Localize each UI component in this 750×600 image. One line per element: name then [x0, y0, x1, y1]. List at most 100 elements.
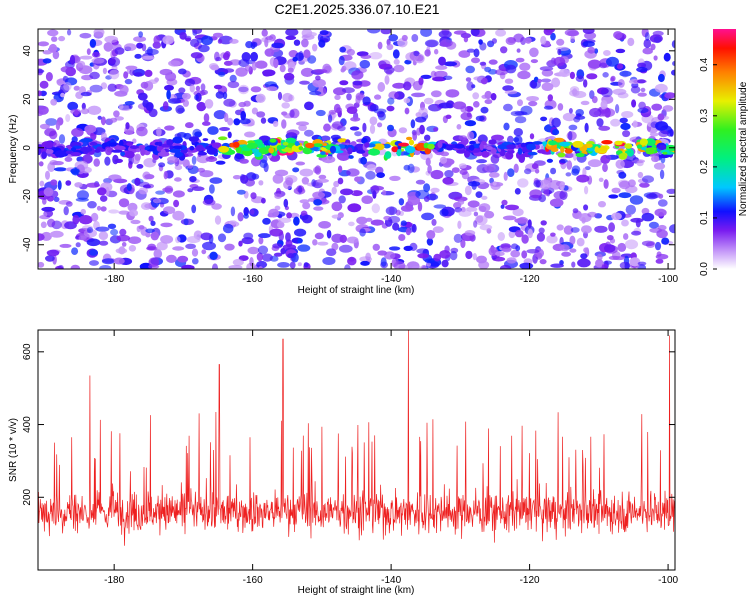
heatmap-blob [624, 239, 639, 250]
heatmap-blob [215, 56, 222, 62]
heatmap-blob [87, 227, 93, 234]
heatmap-blob [529, 47, 539, 58]
heatmap-blob [440, 39, 453, 47]
heatmap-blob [213, 110, 227, 120]
heatmap-blob [651, 103, 663, 111]
heatmap-signal-blob [456, 149, 466, 154]
heatmap-blob [200, 232, 213, 241]
heatmap-blob [488, 59, 498, 65]
heatmap-blob [611, 212, 622, 221]
colorbar-ticks: 0.0 0.1 0.2 0.3 0.4 [699, 57, 717, 276]
heatmap-blob [413, 50, 420, 57]
heatmap-frame [37, 28, 676, 270]
snr-x-tick-label: -120 [520, 575, 540, 586]
heatmap-blob [63, 82, 72, 91]
heatmap-blob [160, 235, 174, 244]
heatmap-blob [583, 79, 588, 88]
heatmap-blob [57, 180, 62, 191]
heatmap-blob [352, 80, 363, 86]
heatmap-signal-blob [406, 136, 413, 141]
heatmap-blob [166, 254, 177, 263]
heatmap-blob [454, 196, 468, 202]
heatmap-blob [433, 204, 447, 209]
heatmap-blob [392, 82, 406, 89]
heatmap-signal-blob [156, 145, 163, 152]
heatmap-blob [491, 38, 497, 44]
heatmap-blob [229, 38, 239, 44]
heatmap-blob [50, 98, 58, 106]
heatmap-blob [589, 107, 602, 118]
heatmap-signal-blob [211, 142, 222, 149]
heatmap-blob [507, 168, 515, 178]
heatmap-blob [75, 242, 81, 248]
heatmap-blob [168, 60, 181, 67]
heatmap-blob [438, 56, 446, 66]
heatmap-blob [189, 176, 197, 183]
heatmap-blob [243, 232, 254, 240]
heatmap-blob [160, 222, 173, 228]
heatmap-signal-blob [488, 139, 497, 145]
heatmap-blob [228, 265, 243, 269]
heatmap-blob [84, 124, 97, 134]
heatmap-blob [505, 204, 519, 211]
heatmap-blob [281, 119, 287, 129]
heatmap-blob [580, 100, 590, 106]
heatmap-signal-blob [532, 141, 543, 145]
heatmap-blob [80, 91, 92, 97]
heatmap-blob [102, 67, 107, 75]
heatmap-blob [507, 135, 514, 144]
heatmap-blob [495, 251, 505, 257]
heatmap-blob [591, 96, 598, 104]
heatmap-blob [105, 186, 110, 197]
heatmap-blob [464, 120, 477, 127]
heatmap-signal-blob [662, 151, 668, 155]
heatmap-blob [346, 236, 359, 244]
heatmap-blob [438, 102, 453, 109]
heatmap-blob [415, 179, 426, 185]
heatmap-blob [45, 118, 58, 126]
heatmap-blob [424, 49, 431, 57]
heatmap-blob [467, 200, 480, 208]
heatmap-blob [616, 63, 624, 70]
heatmap-blob [114, 47, 125, 55]
heatmap-blob [354, 131, 362, 137]
heatmap-blob [659, 169, 665, 180]
heatmap-signal-blob [507, 149, 515, 154]
heatmap-blob [72, 214, 80, 225]
heatmap-blob [279, 64, 286, 73]
heatmap-blob [200, 89, 209, 95]
heatmap-blob [558, 68, 571, 78]
heatmap-blob [557, 48, 562, 56]
heatmap-signal-blob [383, 143, 391, 149]
heatmap-blob [663, 52, 671, 62]
heatmap-blob [93, 158, 100, 167]
heatmap-blob [631, 99, 637, 108]
heatmap-signal-blob [618, 153, 628, 160]
heatmap-blob [277, 91, 283, 101]
heatmap-blob [250, 86, 262, 93]
heatmap-x-tick-label: -100 [658, 274, 678, 285]
heatmap-blob [207, 126, 219, 135]
heatmap-blob [322, 257, 336, 265]
heatmap-signal-blob [268, 147, 275, 154]
heatmap-blob [247, 246, 260, 255]
heatmap-blob [239, 158, 249, 164]
heatmap-blob [229, 74, 237, 83]
heatmap-blob [64, 156, 73, 162]
heatmap-blob [191, 186, 205, 191]
heatmap-blob [571, 261, 576, 268]
heatmap-blob [145, 183, 154, 189]
heatmap-blob [119, 85, 129, 95]
heatmap-blob [476, 255, 487, 264]
heatmap-blob [403, 81, 412, 91]
heatmap-blob [641, 240, 655, 247]
heatmap-blob [154, 77, 160, 82]
heatmap-blob [78, 215, 93, 225]
heatmap-blob [273, 252, 283, 257]
heatmap-blob [256, 111, 266, 118]
heatmap-blob [167, 156, 179, 164]
heatmap-blob [110, 228, 119, 236]
heatmap-signal-blob [138, 144, 146, 150]
heatmap-blob [411, 265, 423, 269]
heatmap-blob [632, 120, 638, 128]
